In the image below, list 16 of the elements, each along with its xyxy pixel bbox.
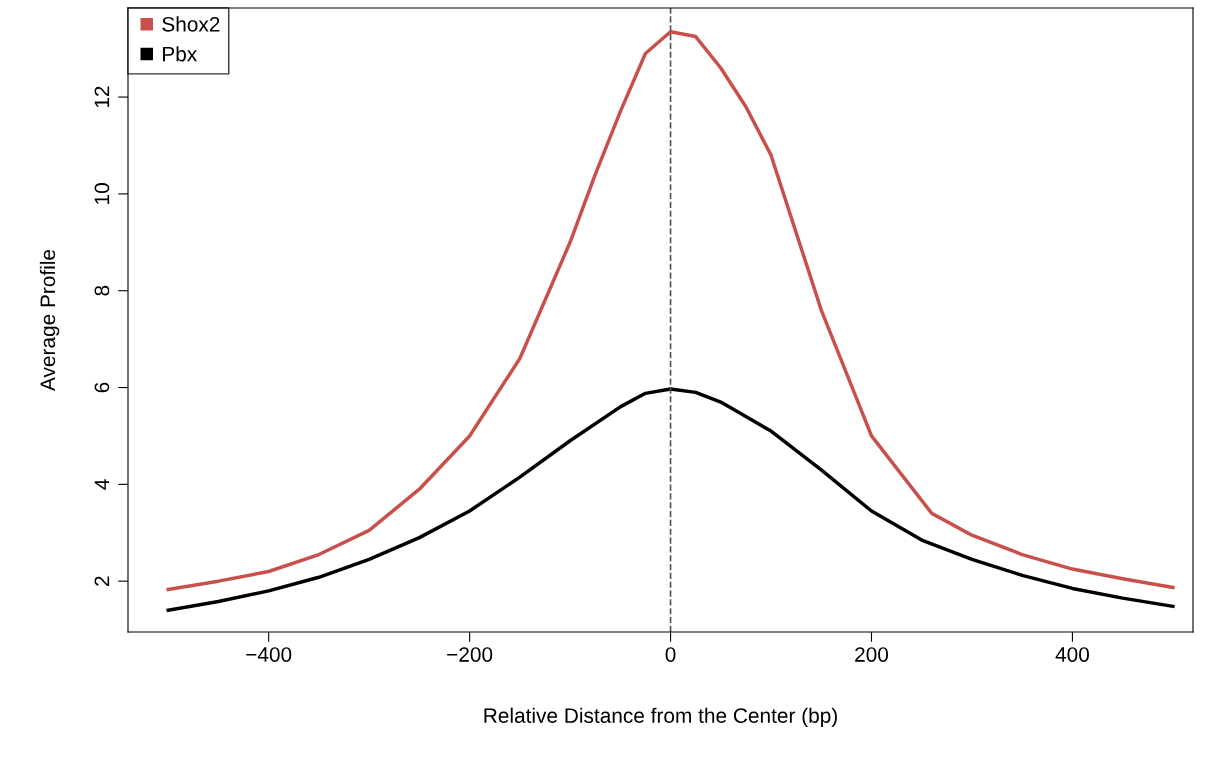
- x-tick-label: −200: [447, 647, 493, 662]
- y-axis-title: Average Profile: [39, 249, 60, 391]
- legend-label: Shox2: [162, 16, 220, 32]
- y-tick-label: 2: [94, 576, 110, 586]
- x-tick-label: −400: [246, 647, 292, 662]
- y-tick-label: 12: [94, 86, 110, 108]
- y-tick-label: 6: [94, 382, 110, 393]
- line-series: [166, 387, 1175, 612]
- x-tick-label: 0: [665, 647, 676, 662]
- x-axis-title: Relative Distance from the Center (bp): [484, 707, 837, 728]
- x-tick-label: 400: [1055, 647, 1089, 662]
- x-tick-label: 200: [855, 647, 889, 662]
- y-tick-label: 10: [94, 183, 110, 204]
- y-tick-label: 8: [94, 285, 110, 296]
- legend-label: Pbx: [163, 46, 198, 62]
- y-tick-label: 4: [94, 479, 110, 490]
